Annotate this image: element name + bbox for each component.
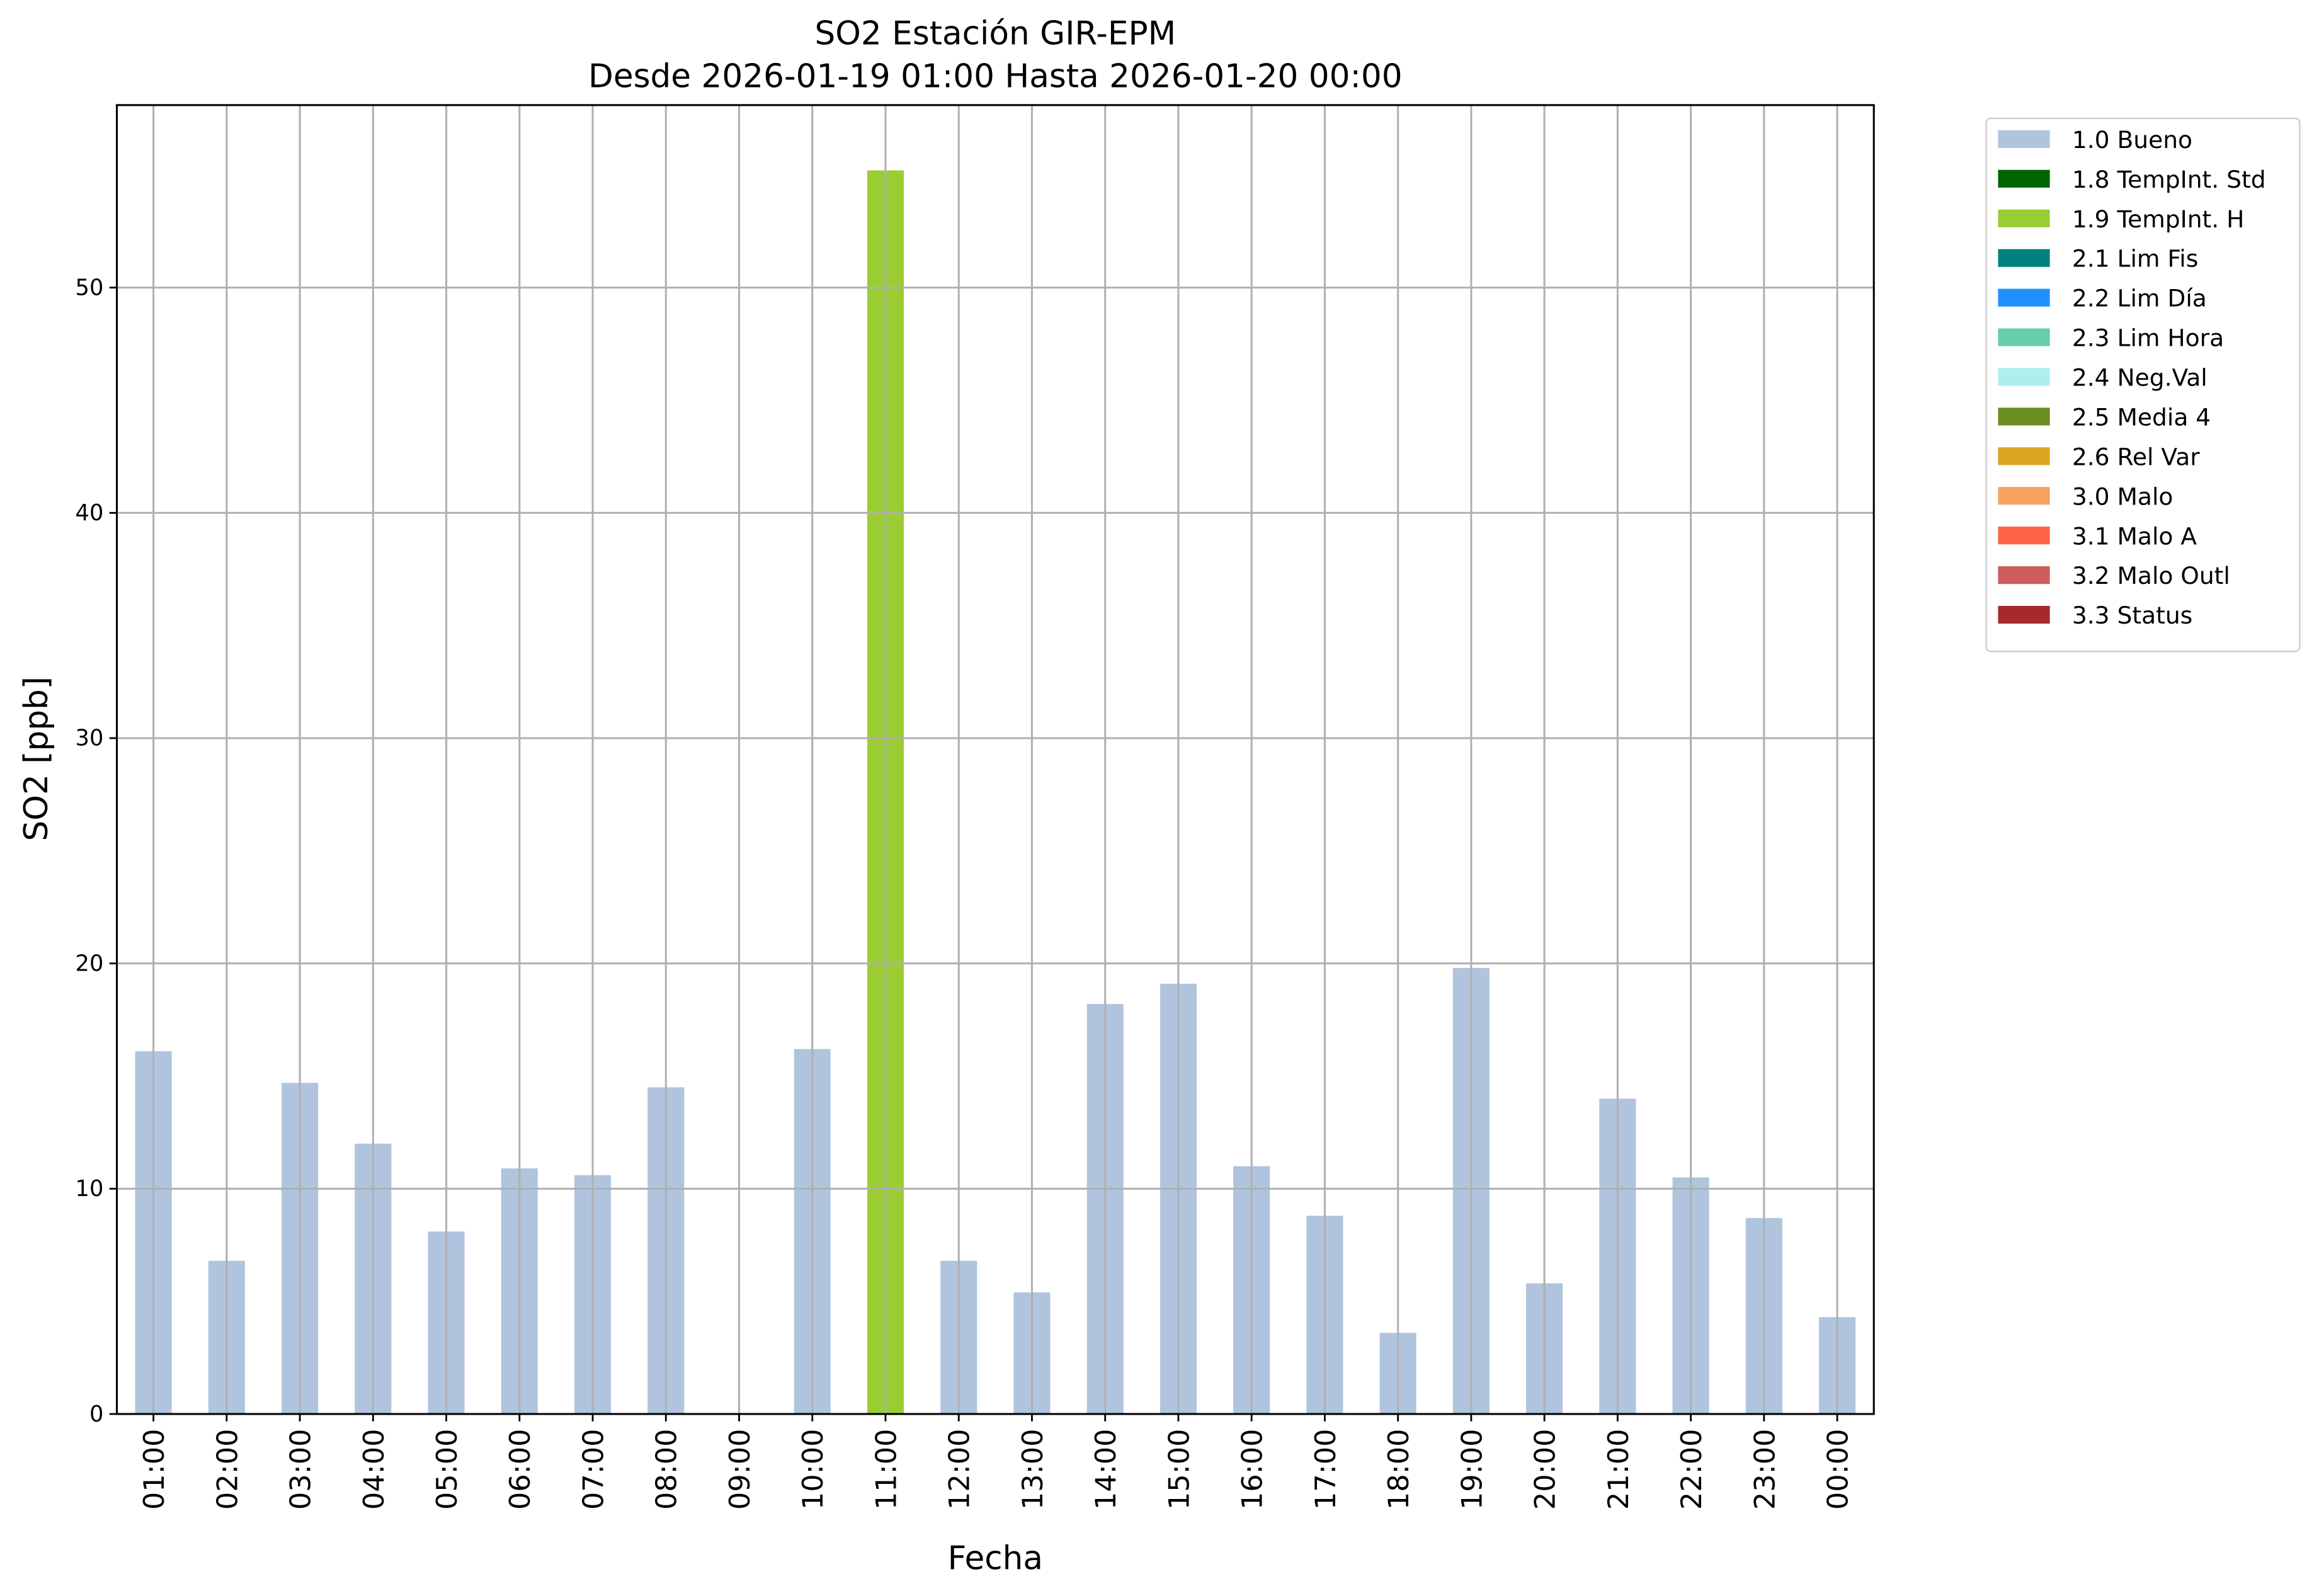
chart-subtitle: Desde 2026-01-19 01:00 Hasta 2026-01-20 …: [588, 58, 1403, 96]
x-tick-label: 15:00: [1163, 1429, 1195, 1510]
x-tick-label: 23:00: [1748, 1429, 1781, 1510]
x-tick-label: 10:00: [797, 1429, 829, 1510]
legend-label: 3.3 Status: [2072, 601, 2192, 629]
legend-swatch: [1998, 408, 2050, 426]
legend-label: 1.9 TempInt. H: [2072, 205, 2245, 233]
y-tick-label: 40: [76, 500, 104, 526]
x-tick-label: 05:00: [431, 1429, 464, 1510]
x-tick-label: 12:00: [943, 1429, 976, 1510]
legend-label: 2.4 Neg.Val: [2072, 364, 2208, 392]
x-tick-label: 06:00: [504, 1429, 537, 1510]
x-tick-label: 17:00: [1309, 1429, 1342, 1510]
legend-swatch: [1998, 447, 2050, 465]
y-tick-label: 0: [89, 1401, 103, 1427]
y-tick-label: 20: [76, 950, 104, 976]
x-tick-label: 04:00: [358, 1429, 390, 1510]
legend-label: 2.6 Rel Var: [2072, 443, 2200, 470]
legend-label: 3.0 Malo: [2072, 482, 2174, 510]
x-tick-label: 22:00: [1675, 1429, 1708, 1510]
legend-swatch: [1998, 605, 2050, 624]
y-tick-label: 10: [76, 1176, 104, 1202]
legend-swatch: [1998, 566, 2050, 584]
x-tick-label: 01:00: [138, 1429, 171, 1510]
chart-title: SO2 Estación GIR-EPM: [814, 15, 1176, 53]
y-tick-label: 50: [76, 275, 104, 300]
x-tick-label: 02:00: [211, 1429, 244, 1510]
x-tick-label: 09:00: [724, 1429, 756, 1510]
legend-swatch: [1998, 169, 2050, 188]
legend-swatch: [1998, 130, 2050, 148]
x-tick-label: 00:00: [1822, 1429, 1855, 1510]
legend-swatch: [1998, 487, 2050, 505]
x-tick-label: 03:00: [285, 1429, 317, 1510]
legend-label: 3.1 Malo A: [2072, 522, 2197, 550]
x-tick-label: 21:00: [1602, 1429, 1635, 1510]
legend-label: 2.2 Lim Día: [2072, 285, 2207, 312]
x-tick-label: 11:00: [870, 1429, 903, 1510]
legend-label: 3.2 Malo Outl: [2072, 562, 2230, 590]
x-tick-label: 13:00: [1017, 1429, 1049, 1510]
legend-frame: [1985, 117, 2301, 653]
x-tick-label: 08:00: [651, 1429, 683, 1510]
x-tick-label: 20:00: [1529, 1429, 1562, 1510]
legend-label: 2.1 Lim Fis: [2072, 245, 2198, 273]
x-tick-label: 18:00: [1382, 1429, 1415, 1510]
x-tick-label: 14:00: [1090, 1429, 1122, 1510]
legend-label: 2.3 Lim Hora: [2072, 324, 2224, 352]
x-tick-label: 16:00: [1236, 1429, 1269, 1510]
x-axis-label: Fecha: [948, 1540, 1043, 1578]
legend-label: 1.0 Bueno: [2072, 126, 2192, 154]
legend-swatch: [1998, 328, 2050, 346]
legend-label: 2.5 Media 4: [2072, 403, 2211, 431]
plot-frame: [115, 104, 1875, 1415]
legend-swatch: [1998, 527, 2050, 545]
y-tick-label: 30: [76, 726, 104, 751]
legend-label: 1.8 TempInt. Std: [2072, 166, 2266, 193]
legend-swatch: [1998, 288, 2050, 307]
legend-swatch: [1998, 209, 2050, 227]
y-axis-label: SO2 [ppb]: [18, 676, 55, 841]
legend-swatch: [1998, 368, 2050, 386]
x-tick-label: 19:00: [1456, 1429, 1488, 1510]
x-tick-label: 07:00: [577, 1429, 610, 1510]
legend-swatch: [1998, 249, 2050, 267]
